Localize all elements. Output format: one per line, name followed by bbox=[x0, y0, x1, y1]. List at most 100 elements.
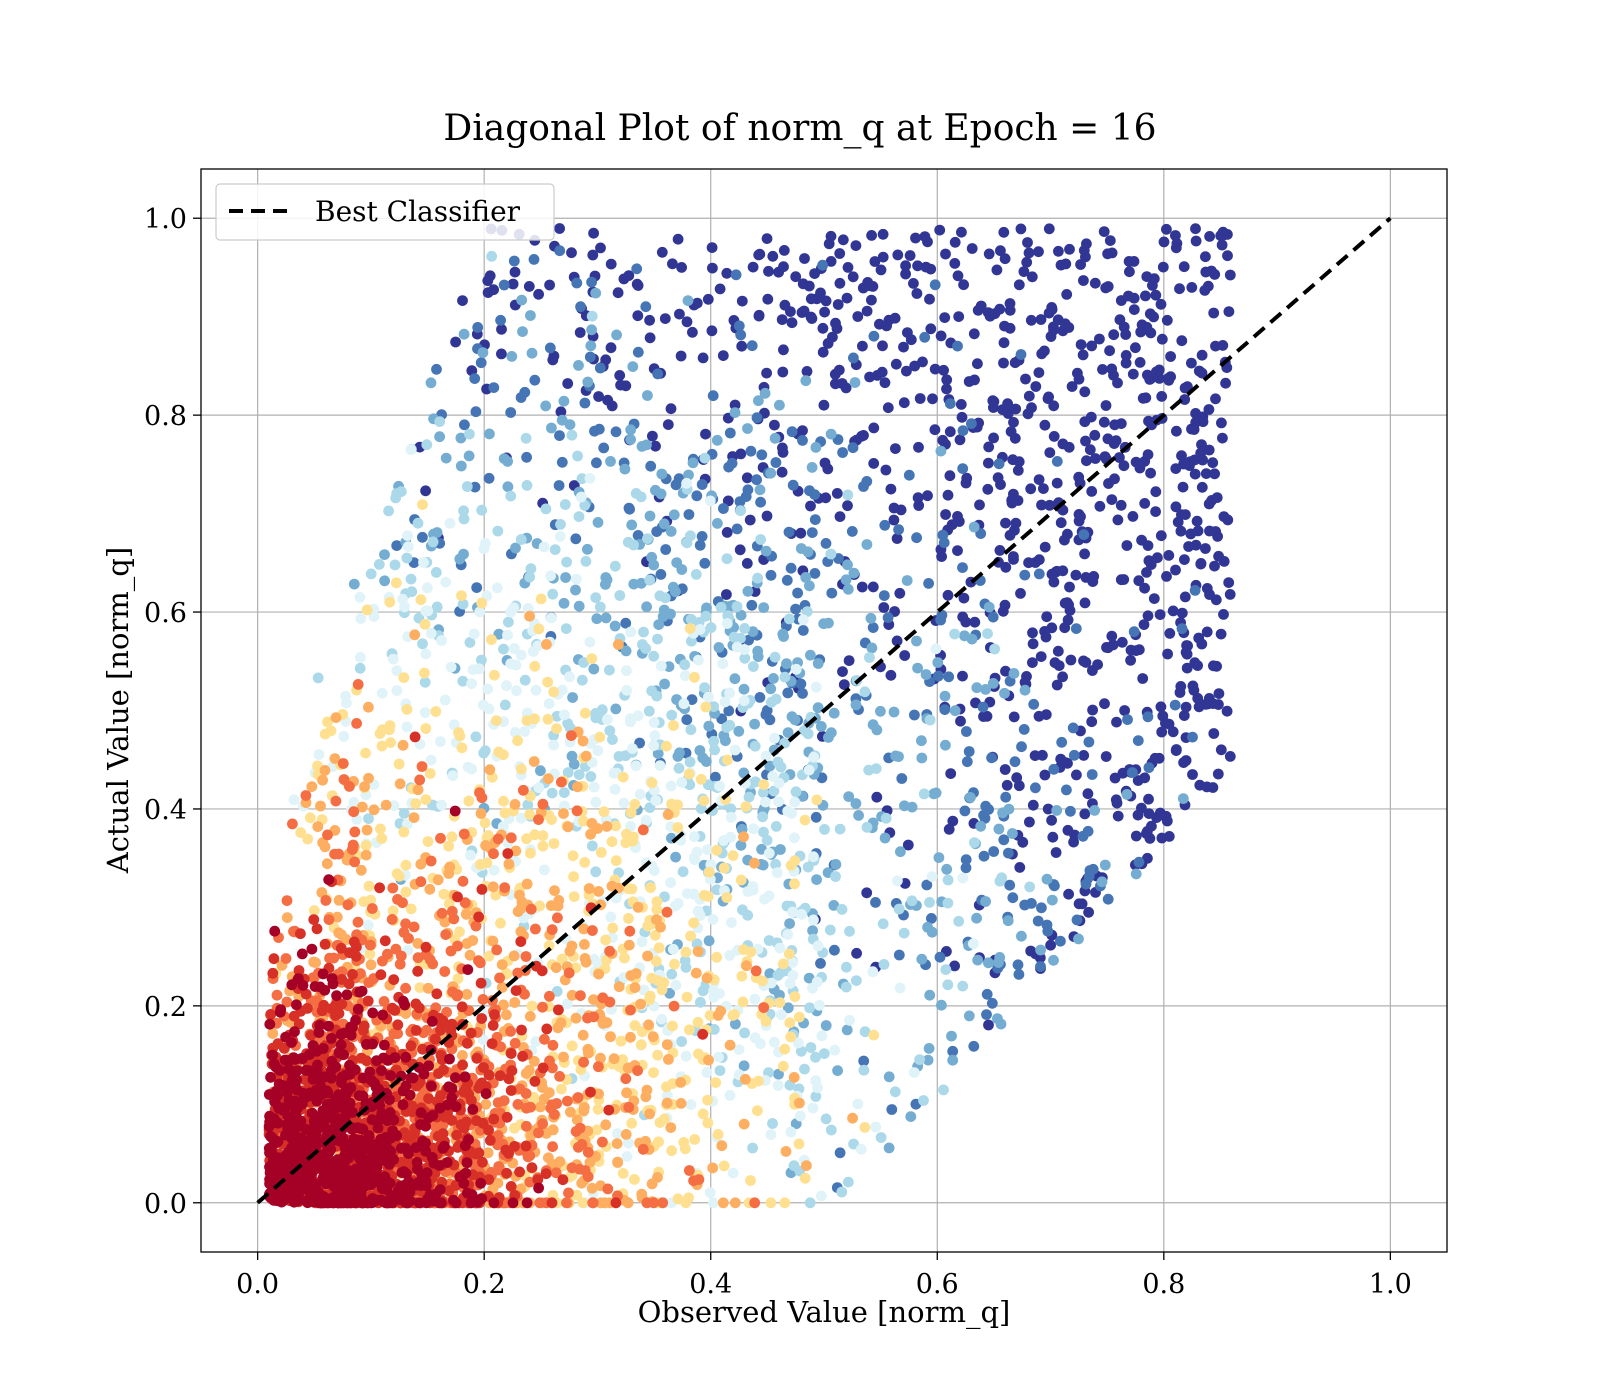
data-point bbox=[826, 587, 838, 599]
data-point bbox=[1071, 769, 1082, 781]
data-point bbox=[419, 667, 430, 679]
data-point bbox=[1002, 408, 1014, 419]
data-point bbox=[1075, 339, 1087, 350]
data-point bbox=[643, 1019, 654, 1031]
data-point bbox=[596, 704, 608, 716]
data-point bbox=[930, 643, 942, 655]
data-point bbox=[853, 810, 864, 821]
data-point bbox=[1069, 829, 1080, 841]
data-point bbox=[848, 567, 860, 579]
data-point bbox=[785, 860, 797, 871]
data-point bbox=[533, 288, 544, 300]
data-point bbox=[1161, 314, 1173, 326]
data-point bbox=[1169, 699, 1181, 711]
data-point bbox=[680, 1197, 692, 1209]
data-point bbox=[1027, 657, 1038, 668]
data-point bbox=[694, 910, 706, 921]
data-point bbox=[524, 610, 535, 622]
data-point bbox=[1100, 282, 1112, 294]
data-point bbox=[738, 944, 749, 955]
data-point bbox=[1112, 810, 1124, 822]
data-point bbox=[480, 1088, 492, 1100]
data-point bbox=[400, 918, 411, 930]
data-point bbox=[565, 1106, 576, 1118]
data-point bbox=[1048, 763, 1060, 775]
data-point bbox=[917, 356, 928, 368]
data-point bbox=[538, 1093, 550, 1105]
data-point bbox=[425, 377, 437, 389]
data-point bbox=[700, 428, 711, 440]
data-point bbox=[717, 658, 729, 670]
data-point bbox=[321, 858, 333, 870]
data-point bbox=[741, 960, 752, 972]
data-point bbox=[765, 467, 777, 479]
data-point bbox=[699, 557, 711, 569]
data-point bbox=[1089, 429, 1101, 441]
data-point bbox=[817, 346, 829, 358]
data-point bbox=[440, 929, 452, 940]
data-point bbox=[483, 472, 495, 484]
data-point bbox=[935, 330, 947, 342]
data-point bbox=[666, 1145, 678, 1157]
data-point bbox=[463, 795, 475, 807]
data-point bbox=[566, 429, 578, 441]
data-point bbox=[1083, 906, 1094, 918]
data-point bbox=[1203, 444, 1215, 456]
data-point bbox=[544, 279, 555, 291]
data-point bbox=[595, 1197, 607, 1209]
data-point bbox=[1134, 357, 1146, 368]
data-point bbox=[556, 776, 567, 788]
data-point bbox=[888, 706, 900, 718]
data-point bbox=[580, 555, 592, 567]
data-point bbox=[1018, 266, 1030, 277]
data-point bbox=[1128, 626, 1140, 638]
data-point bbox=[1167, 605, 1179, 617]
data-point bbox=[586, 324, 597, 336]
data-point bbox=[337, 758, 349, 769]
data-point bbox=[995, 245, 1006, 257]
data-point bbox=[1179, 591, 1191, 603]
data-point bbox=[695, 996, 706, 1008]
data-point bbox=[679, 1143, 691, 1155]
data-point bbox=[724, 1090, 736, 1101]
data-point bbox=[295, 827, 307, 838]
data-point bbox=[571, 1114, 583, 1126]
data-point bbox=[308, 914, 320, 925]
data-point bbox=[1087, 576, 1099, 587]
data-point bbox=[1030, 381, 1042, 392]
data-point bbox=[820, 492, 832, 504]
data-point bbox=[716, 1140, 728, 1152]
data-point bbox=[772, 756, 784, 768]
data-point bbox=[304, 812, 316, 824]
data-point bbox=[356, 1052, 367, 1064]
data-point bbox=[1019, 676, 1031, 688]
data-point bbox=[652, 748, 664, 759]
data-point bbox=[672, 822, 684, 833]
data-point bbox=[621, 665, 632, 677]
data-point bbox=[768, 785, 780, 797]
data-point bbox=[1023, 247, 1035, 259]
data-point bbox=[1079, 548, 1090, 560]
data-point bbox=[724, 950, 736, 961]
data-point bbox=[922, 921, 933, 933]
data-point bbox=[1141, 567, 1152, 578]
data-point bbox=[843, 791, 855, 802]
data-point bbox=[462, 964, 474, 975]
data-point bbox=[1127, 511, 1139, 522]
data-point bbox=[1209, 560, 1220, 572]
data-point bbox=[1041, 873, 1053, 885]
data-point bbox=[397, 739, 409, 751]
data-point bbox=[438, 888, 450, 900]
data-point bbox=[1155, 298, 1167, 310]
data-point bbox=[779, 1043, 791, 1055]
data-point bbox=[762, 293, 774, 305]
data-point bbox=[384, 720, 396, 731]
data-point bbox=[1108, 369, 1119, 381]
data-point bbox=[505, 832, 517, 844]
data-point bbox=[785, 1126, 797, 1138]
data-point bbox=[348, 806, 360, 818]
data-point bbox=[1223, 577, 1235, 588]
data-point bbox=[1004, 529, 1016, 541]
data-point bbox=[368, 611, 380, 622]
data-point bbox=[988, 402, 999, 413]
